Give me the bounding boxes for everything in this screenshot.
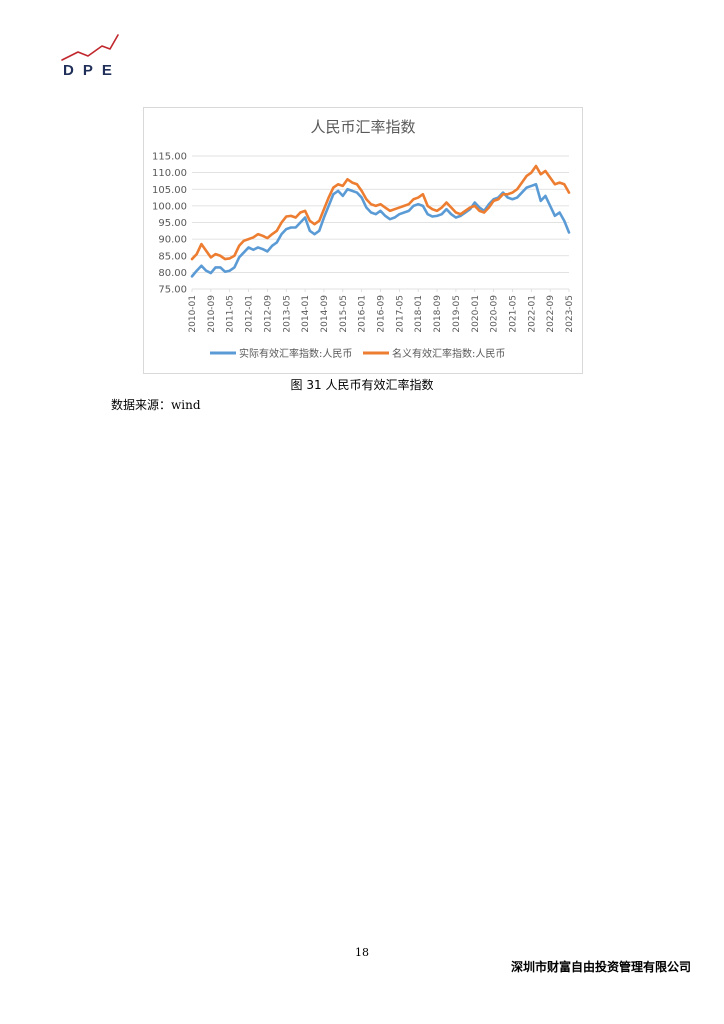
series-line-nominal	[190, 164, 571, 261]
y-tick-label: 85.00	[158, 251, 187, 262]
y-axis-ticks: 75.00 80.00 85.00 90.00 95.00 100.00 105.00 110…	[152, 152, 187, 296]
x-tick-label: 2013-05	[282, 295, 292, 333]
x-tick-label: 2011-05	[226, 295, 236, 333]
y-tick-label: 110.00	[152, 168, 187, 179]
chart-frame: 人民币汇率指数 75.00 80.00 85.00 90.00 95.00 100.00 1…	[143, 107, 583, 374]
series-line-real	[190, 182, 571, 278]
x-tick-label: 2018-01	[414, 295, 424, 333]
x-tick-label: 2016-09	[377, 295, 387, 333]
x-tick-label: 2018-09	[433, 295, 443, 333]
dpe-logo-icon	[61, 34, 119, 61]
y-tick-label: 80.00	[158, 268, 187, 279]
legend-label-nominal: 名义有效汇率指数:人民币	[392, 347, 505, 360]
x-tick-label: 2014-01	[301, 295, 311, 333]
company-name: 深圳市财富自由投资管理有限公司	[510, 960, 691, 974]
data-source: 数据来源：wind	[111, 398, 201, 412]
chart-title: 人民币汇率指数	[310, 118, 415, 136]
x-axis-ticks: 2010-01 2010-09 2011-05 2012-01 2012-09 2013-…	[188, 289, 575, 333]
x-tick-label: 2023-05	[565, 295, 575, 333]
y-tick-label: 115.00	[152, 152, 187, 163]
y-tick-label: 90.00	[158, 235, 187, 246]
chart-legend: 实际有效汇率指数:人民币 名义有效汇率指数:人民币	[210, 347, 505, 360]
x-tick-label: 2014-09	[320, 295, 330, 333]
x-tick-label: 2010-01	[188, 295, 198, 333]
logo-text: DPE	[63, 62, 121, 79]
x-tick-label: 2021-05	[508, 295, 518, 333]
x-tick-label: 2020-01	[471, 295, 481, 333]
series-lines	[190, 164, 571, 278]
figure-caption: 图 31 人民币有效汇率指数	[290, 378, 434, 392]
y-tick-label: 75.00	[158, 285, 187, 296]
grid-lines	[192, 155, 569, 290]
x-tick-label: 2016-01	[358, 295, 368, 333]
logo-swoosh	[61, 34, 119, 61]
x-tick-label: 2017-05	[395, 295, 405, 333]
x-tick-label: 2022-01	[527, 295, 537, 333]
x-tick-label: 2019-05	[452, 295, 462, 333]
y-tick-label: 95.00	[158, 218, 187, 229]
y-tick-label: 105.00	[152, 185, 187, 196]
legend-label-real: 实际有效汇率指数:人民币	[239, 347, 352, 360]
x-tick-label: 2015-05	[339, 295, 349, 333]
x-tick-label: 2022-09	[546, 295, 556, 333]
x-tick-label: 2010-09	[207, 295, 217, 333]
page-number: 18	[355, 946, 369, 959]
x-tick-label: 2012-09	[263, 295, 273, 333]
y-tick-label: 100.00	[152, 201, 187, 212]
x-tick-label: 2012-01	[245, 295, 255, 333]
exchange-rate-chart: 人民币汇率指数 75.00 80.00 85.00 90.00 95.00 100.00 1…	[152, 118, 575, 360]
x-tick-label: 2020-09	[490, 295, 500, 333]
